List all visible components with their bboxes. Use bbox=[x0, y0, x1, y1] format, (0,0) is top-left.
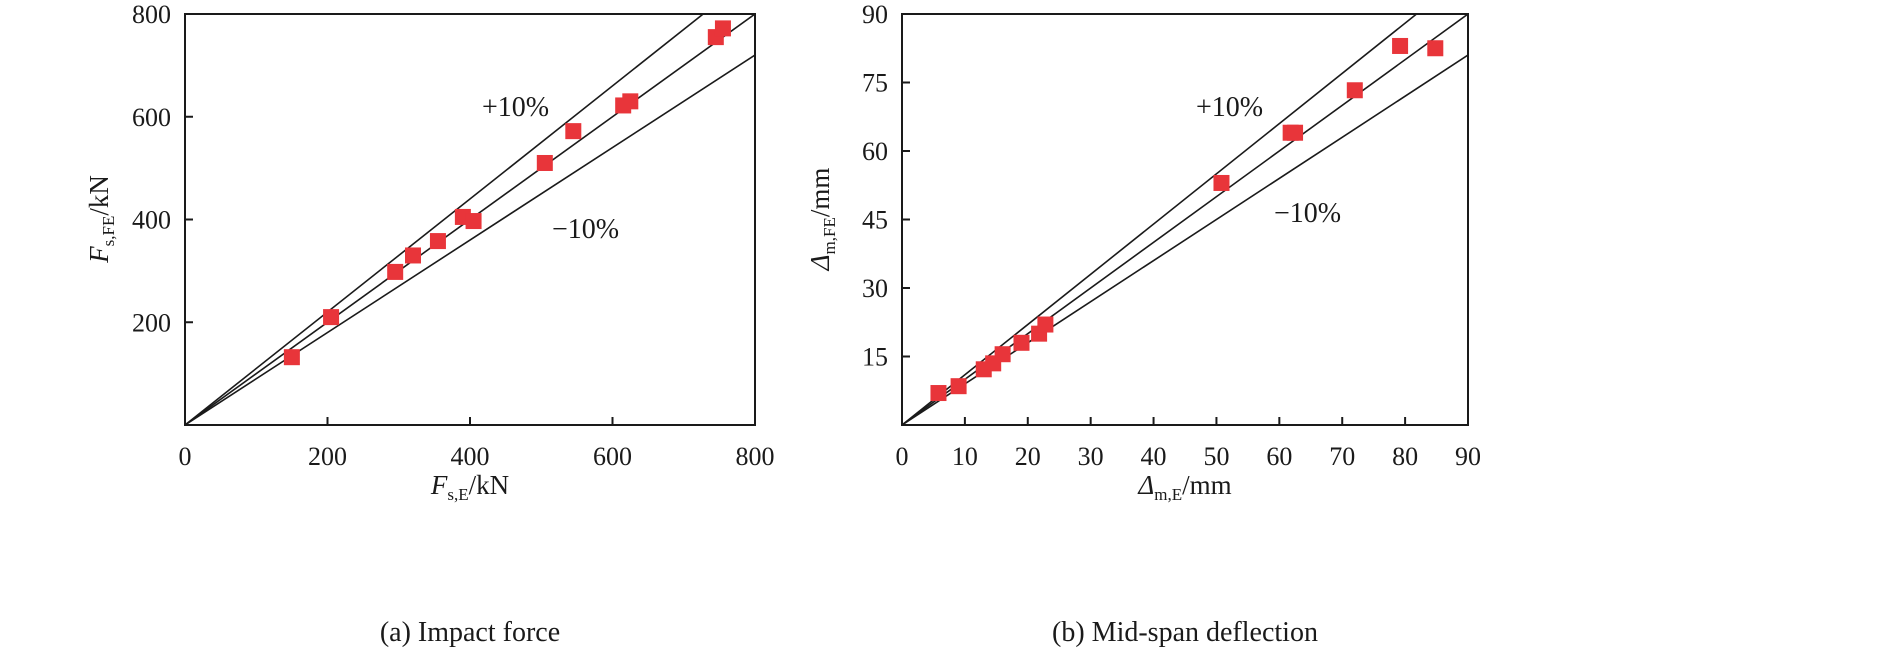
data-point bbox=[950, 378, 967, 395]
data-point bbox=[429, 233, 446, 250]
annotation-plus-10: +10% bbox=[482, 92, 549, 123]
x-tick-label: 80 bbox=[1392, 442, 1418, 471]
x-tick-label: 200 bbox=[308, 442, 347, 471]
data-point bbox=[1013, 334, 1030, 351]
data-point bbox=[536, 154, 553, 171]
y-tick-label: 45 bbox=[862, 206, 888, 235]
data-point bbox=[387, 263, 404, 280]
data-point bbox=[1392, 37, 1409, 54]
y-tick-label: 30 bbox=[862, 274, 888, 303]
data-point bbox=[465, 213, 482, 230]
x-tick-label: 70 bbox=[1329, 442, 1355, 471]
data-point bbox=[714, 20, 731, 37]
data-point bbox=[1213, 174, 1230, 191]
data-point bbox=[1427, 40, 1444, 57]
x-tick-label: 50 bbox=[1203, 442, 1229, 471]
data-point bbox=[1037, 316, 1054, 333]
reference-line-plus-10 bbox=[185, 14, 705, 425]
x-tick-label: 400 bbox=[451, 442, 490, 471]
y-tick-label: 600 bbox=[132, 103, 171, 132]
data-point bbox=[283, 349, 300, 366]
annotation-minus-10: −10% bbox=[552, 214, 619, 245]
x-tick-label: 800 bbox=[736, 442, 775, 471]
x-axis-label: Fs,E/kN bbox=[430, 470, 509, 504]
data-point bbox=[565, 123, 582, 140]
x-tick-label: 0 bbox=[896, 442, 909, 471]
y-tick-label: 75 bbox=[862, 69, 888, 98]
data-points bbox=[283, 20, 731, 366]
y-tick-label: 400 bbox=[132, 206, 171, 235]
y-tick-label: 200 bbox=[132, 308, 171, 337]
x-axis-label: Δm,E/mm bbox=[1137, 470, 1231, 504]
y-axis-label: Δm,FE/mm bbox=[805, 168, 839, 272]
data-point bbox=[1287, 124, 1304, 141]
data-point bbox=[405, 247, 421, 264]
x-tick-label: 10 bbox=[952, 442, 978, 471]
panel-caption: (b) Mid-span deflection bbox=[1052, 617, 1318, 648]
panel-caption: (a) Impact force bbox=[380, 617, 560, 648]
data-point bbox=[622, 93, 639, 110]
x-tick-label: 20 bbox=[1015, 442, 1041, 471]
panel-a-impact-force: +10% −10% 0 200 400 600 800 200 400 600 800 Fs,E/kN… bbox=[84, 0, 775, 648]
panel-b-mid-span-deflection: +10% −10% 0 10 20 30 40 50 60 70 80 90 15 30 45 60 75 90 Δ… bbox=[805, 0, 1481, 648]
annotation-minus-10: −10% bbox=[1274, 198, 1341, 229]
y-tick-label: 60 bbox=[862, 137, 888, 166]
x-tick-label: 30 bbox=[1078, 442, 1104, 471]
x-tick-label: 600 bbox=[593, 442, 632, 471]
y-axis-label: Fs,FE/kN bbox=[84, 175, 118, 264]
reference-line-minus-10 bbox=[185, 54, 755, 425]
y-tick-label: 800 bbox=[132, 0, 171, 29]
y-tick-label: 15 bbox=[862, 343, 888, 372]
data-point bbox=[1346, 82, 1363, 99]
data-point bbox=[994, 346, 1011, 363]
x-tick-label: 60 bbox=[1266, 442, 1292, 471]
x-tick-label: 40 bbox=[1141, 442, 1167, 471]
data-points bbox=[930, 37, 1444, 402]
y-tick-label: 90 bbox=[862, 0, 888, 29]
x-tick-label: 0 bbox=[179, 442, 192, 471]
data-point bbox=[323, 309, 340, 326]
annotation-plus-10: +10% bbox=[1196, 92, 1263, 123]
data-point bbox=[930, 385, 947, 402]
x-tick-label: 90 bbox=[1455, 442, 1481, 471]
